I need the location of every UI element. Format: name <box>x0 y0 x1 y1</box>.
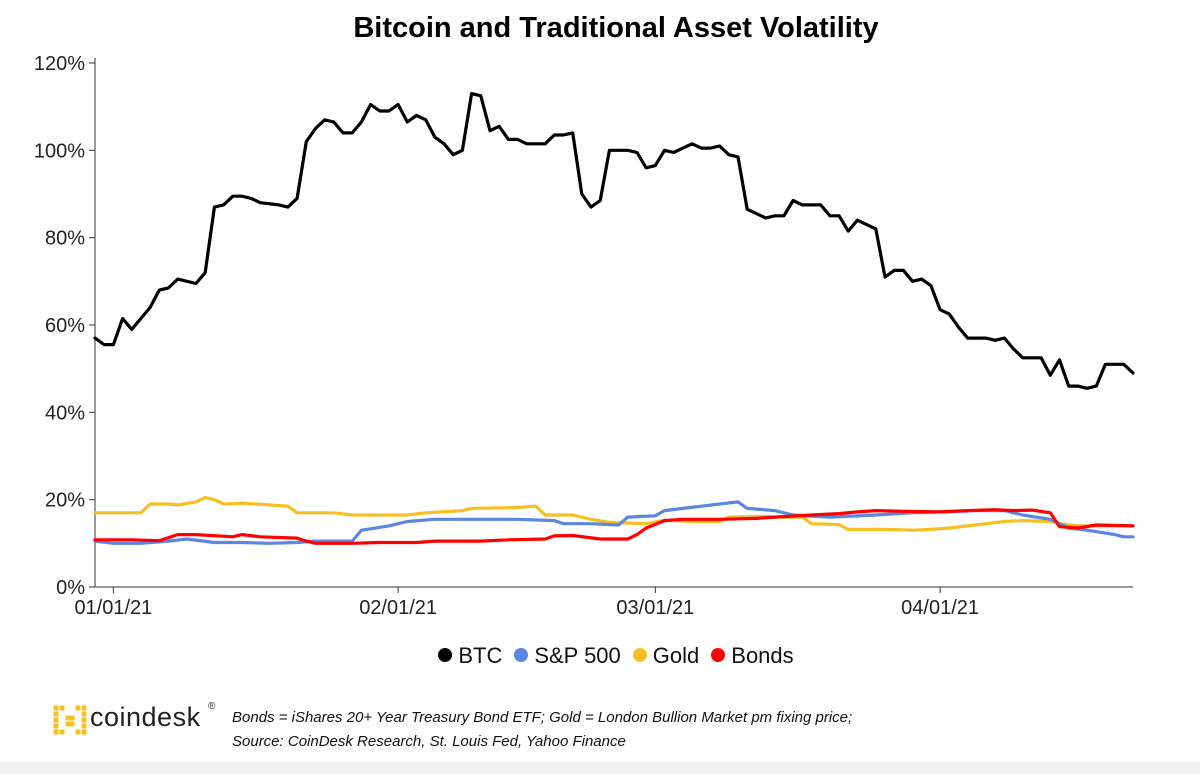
y-tick-label: 60% <box>45 315 85 337</box>
chart-legend: BTC S&P 500 Gold Bonds <box>0 643 1200 669</box>
x-tick-label: 01/01/21 <box>74 597 152 619</box>
legend-dot <box>711 648 726 663</box>
legend-label: S&P 500 <box>534 643 621 668</box>
chart-series <box>93 92 1135 545</box>
legend-label: Bonds <box>731 643 794 668</box>
coindesk-logo-text: coindesk <box>90 702 201 732</box>
legend-item-s-p-500: S&P 500 <box>514 643 621 669</box>
legend-label: Gold <box>652 643 700 668</box>
chart-title: Bitcoin and Traditional Asset Volatility <box>353 12 879 44</box>
y-tick-label: 40% <box>45 402 85 424</box>
legend-item-btc: BTC <box>438 643 502 669</box>
legend-item-gold: Gold <box>632 643 700 669</box>
footnote-line-1: Bonds = iShares 20+ Year Treasury Bond E… <box>232 709 853 726</box>
legend-label: BTC <box>458 643 503 668</box>
legend-dot <box>632 648 647 663</box>
volatility-line-chart: 0% 20% 40% 60% 80% 100% 120% 01/01/21 02/01/21 03… <box>34 53 1135 619</box>
coindesk-logo-icon <box>53 705 87 735</box>
legend-item-bonds: Bonds <box>711 643 794 669</box>
chart-footnote: Bonds = iShares 20+ Year Treasury Bond E… <box>232 706 852 754</box>
x-tick-label: 03/01/21 <box>616 597 694 619</box>
y-tick-label: 20% <box>45 490 85 512</box>
x-tick-label: 02/01/21 <box>359 597 437 619</box>
x-tick-label: 04/01/21 <box>901 597 979 619</box>
registered-mark: ® <box>208 701 216 712</box>
y-tick-label: 120% <box>34 53 85 75</box>
series-line-bonds <box>93 508 1135 545</box>
legend-dot <box>438 648 453 663</box>
y-tick-label: 80% <box>45 228 85 250</box>
series-line-btc <box>93 92 1135 390</box>
footnote-line-2: Source: CoinDesk Research, St. Louis Fed… <box>232 733 626 750</box>
y-tick-label: 100% <box>34 140 85 162</box>
bottom-strip <box>0 762 1200 774</box>
series-line-gold <box>93 495 1135 532</box>
chart-axes: 0% 20% 40% 60% 80% 100% 120% 01/01/21 02/01/21 03… <box>34 53 1133 619</box>
y-tick-label: 0% <box>56 577 85 599</box>
legend-dot <box>514 648 529 663</box>
